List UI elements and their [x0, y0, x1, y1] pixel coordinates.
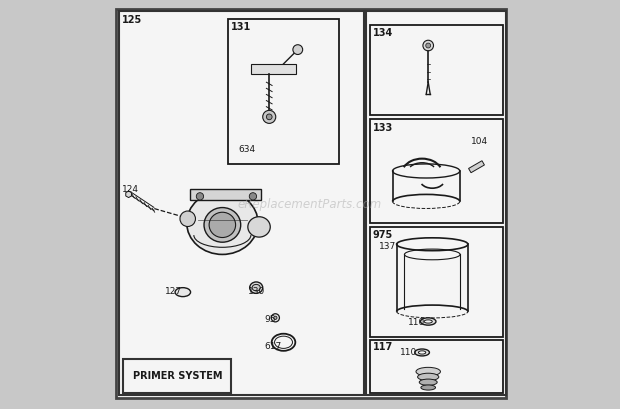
Text: 110: 110: [400, 348, 417, 357]
Bar: [190, 189, 261, 200]
Circle shape: [426, 43, 431, 48]
Ellipse shape: [418, 351, 426, 354]
Text: 110: 110: [408, 318, 425, 327]
Circle shape: [272, 314, 280, 322]
Ellipse shape: [415, 349, 430, 356]
Bar: [469, 161, 484, 173]
Ellipse shape: [419, 379, 437, 385]
Ellipse shape: [420, 318, 436, 325]
Text: 130: 130: [248, 287, 265, 296]
Bar: [370, 227, 503, 337]
Text: 634: 634: [239, 145, 256, 154]
Ellipse shape: [424, 320, 432, 323]
Circle shape: [267, 114, 272, 120]
Ellipse shape: [418, 373, 439, 381]
Text: 134: 134: [373, 28, 393, 38]
Text: 124: 124: [122, 185, 139, 194]
Ellipse shape: [209, 212, 236, 238]
Ellipse shape: [175, 288, 190, 297]
Bar: [123, 360, 231, 393]
Circle shape: [423, 40, 433, 51]
Text: 975: 975: [373, 230, 393, 240]
Text: 133: 133: [373, 123, 393, 133]
Text: 95: 95: [264, 315, 276, 324]
Bar: [366, 11, 506, 395]
Circle shape: [293, 45, 303, 54]
Text: 125: 125: [122, 15, 142, 25]
Ellipse shape: [204, 207, 241, 242]
Bar: [229, 19, 339, 164]
Text: 117: 117: [373, 342, 393, 352]
Ellipse shape: [250, 282, 263, 293]
Circle shape: [197, 193, 203, 200]
Ellipse shape: [421, 385, 435, 390]
Ellipse shape: [252, 284, 260, 291]
Text: eReplacementParts.com: eReplacementParts.com: [238, 198, 382, 211]
Text: 137: 137: [378, 242, 396, 251]
Polygon shape: [126, 191, 131, 198]
Bar: [370, 340, 503, 393]
Text: 617: 617: [264, 342, 281, 351]
Text: 127: 127: [166, 287, 182, 296]
Ellipse shape: [187, 191, 258, 254]
Ellipse shape: [248, 217, 270, 237]
Circle shape: [263, 110, 276, 124]
Ellipse shape: [416, 367, 440, 376]
Circle shape: [249, 193, 257, 200]
Ellipse shape: [275, 336, 293, 348]
Bar: [119, 11, 364, 395]
Text: PRIMER SYSTEM: PRIMER SYSTEM: [133, 371, 222, 381]
Circle shape: [273, 316, 277, 319]
Ellipse shape: [180, 211, 195, 227]
Bar: [370, 119, 503, 223]
Text: 131: 131: [231, 22, 251, 32]
Text: 104: 104: [471, 137, 488, 146]
Bar: [251, 64, 296, 74]
Bar: [370, 25, 503, 115]
